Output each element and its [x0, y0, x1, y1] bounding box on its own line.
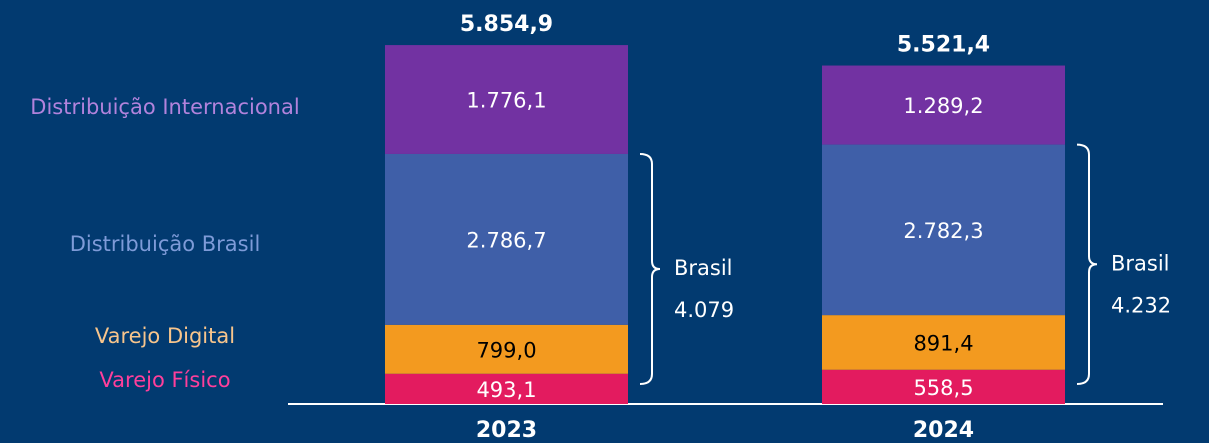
legend-label: Distribuição Brasil: [70, 232, 261, 256]
total-label: 5.854,9: [460, 12, 553, 37]
value-label: 2.782,3: [903, 219, 983, 243]
value-label: 2.786,7: [466, 228, 546, 252]
bar-segment: [822, 369, 1065, 404]
x-tick-label: 2024: [913, 418, 974, 443]
value-label: 493,1: [476, 378, 536, 402]
bracket-value: 4.079: [674, 298, 734, 322]
bar-segment: [385, 324, 628, 374]
bar-segment: [822, 144, 1065, 316]
total-label: 5.521,4: [897, 33, 990, 58]
legend-label: Distribuição Internacional: [30, 95, 299, 119]
bar-segment: [385, 45, 628, 154]
value-label: 1.776,1: [466, 89, 546, 113]
legend-label: Varejo Digital: [95, 324, 235, 348]
value-label: 558,5: [913, 376, 973, 400]
value-label: 799,0: [476, 338, 536, 362]
value-label: 891,4: [913, 331, 973, 355]
value-label: 1.289,2: [903, 94, 983, 118]
bracket: [1076, 143, 1098, 385]
bar-segment: [385, 373, 628, 404]
bracket-label: Brasil: [1111, 251, 1170, 275]
bar-segment: [385, 153, 628, 325]
bracket-label: Brasil: [674, 256, 733, 280]
bracket-value: 4.232: [1111, 293, 1171, 317]
bracket: [639, 152, 661, 385]
bar-segment: [822, 65, 1065, 145]
x-tick-label: 2023: [476, 418, 537, 443]
bar-segment: [822, 315, 1065, 370]
legend-label: Varejo Físico: [99, 368, 230, 392]
